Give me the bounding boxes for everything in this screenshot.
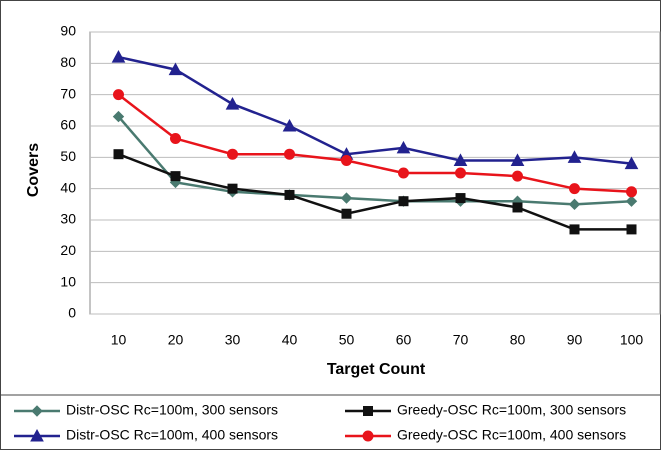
y-tick-label: 90 — [60, 23, 76, 39]
legend-label: Distr-OSC Rc=100m, 300 sensors — [66, 402, 278, 418]
x-axis-label: Target Count — [327, 361, 426, 378]
y-tick-label: 20 — [60, 242, 76, 258]
marker — [626, 186, 637, 198]
marker — [625, 195, 638, 207]
marker — [567, 150, 582, 163]
marker — [168, 62, 183, 76]
series-line — [117, 115, 632, 206]
y-tick-label: 60 — [60, 117, 76, 133]
marker — [510, 153, 525, 166]
marker — [170, 133, 181, 145]
y-tick-label: 80 — [60, 54, 76, 70]
legend-marker — [362, 430, 374, 442]
x-tick-label: 70 — [453, 332, 469, 348]
marker — [284, 189, 295, 200]
marker — [113, 149, 124, 160]
marker — [227, 183, 238, 194]
series-line — [117, 93, 632, 194]
marker — [569, 224, 580, 235]
y-axis-label: Covers — [25, 143, 42, 197]
marker — [455, 193, 466, 204]
legend-label: Greedy-OSC Rc=100m, 300 sensors — [397, 402, 626, 418]
x-tick-label: 10 — [111, 332, 127, 348]
marker — [340, 192, 353, 204]
x-tick-label: 50 — [339, 332, 355, 348]
marker — [341, 154, 352, 166]
marker — [341, 208, 352, 219]
legend-label: Distr-OSC Rc=100m, 400 sensors — [66, 427, 278, 443]
y-tick-label: 70 — [60, 85, 76, 101]
marker — [453, 153, 468, 166]
series-line — [118, 153, 632, 231]
x-tick-label: 30 — [225, 332, 241, 348]
marker — [568, 198, 581, 211]
x-tick-label: 60 — [396, 332, 412, 348]
marker — [624, 156, 639, 170]
marker — [112, 110, 125, 123]
x-tick-label: 40 — [282, 332, 298, 348]
x-tick-label: 90 — [567, 332, 583, 348]
marker — [225, 97, 240, 110]
marker — [396, 140, 411, 154]
marker — [455, 167, 466, 179]
y-tick-label: 40 — [60, 179, 76, 195]
marker — [170, 171, 181, 182]
marker — [569, 183, 580, 195]
series-line — [118, 55, 632, 165]
y-tick-label: 30 — [60, 211, 76, 227]
marker — [113, 89, 124, 101]
legend-marker — [30, 428, 44, 442]
y-tick-label: 50 — [60, 148, 76, 164]
marker — [282, 118, 297, 132]
y-tick-label: 0 — [68, 305, 76, 321]
marker — [227, 148, 238, 160]
marker — [111, 50, 126, 63]
legend-marker — [31, 405, 43, 417]
marker — [398, 196, 409, 207]
marker — [284, 148, 295, 160]
marker — [512, 170, 523, 182]
marker — [512, 202, 523, 213]
x-tick-label: 80 — [510, 332, 526, 348]
legend-label: Greedy-OSC Rc=100m, 400 sensors — [397, 427, 626, 443]
x-tick-label: 20 — [168, 332, 184, 348]
marker — [626, 224, 637, 235]
marker — [398, 167, 409, 179]
y-tick-label: 10 — [60, 273, 76, 289]
x-tick-label: 100 — [620, 332, 644, 348]
legend-marker — [363, 406, 373, 416]
